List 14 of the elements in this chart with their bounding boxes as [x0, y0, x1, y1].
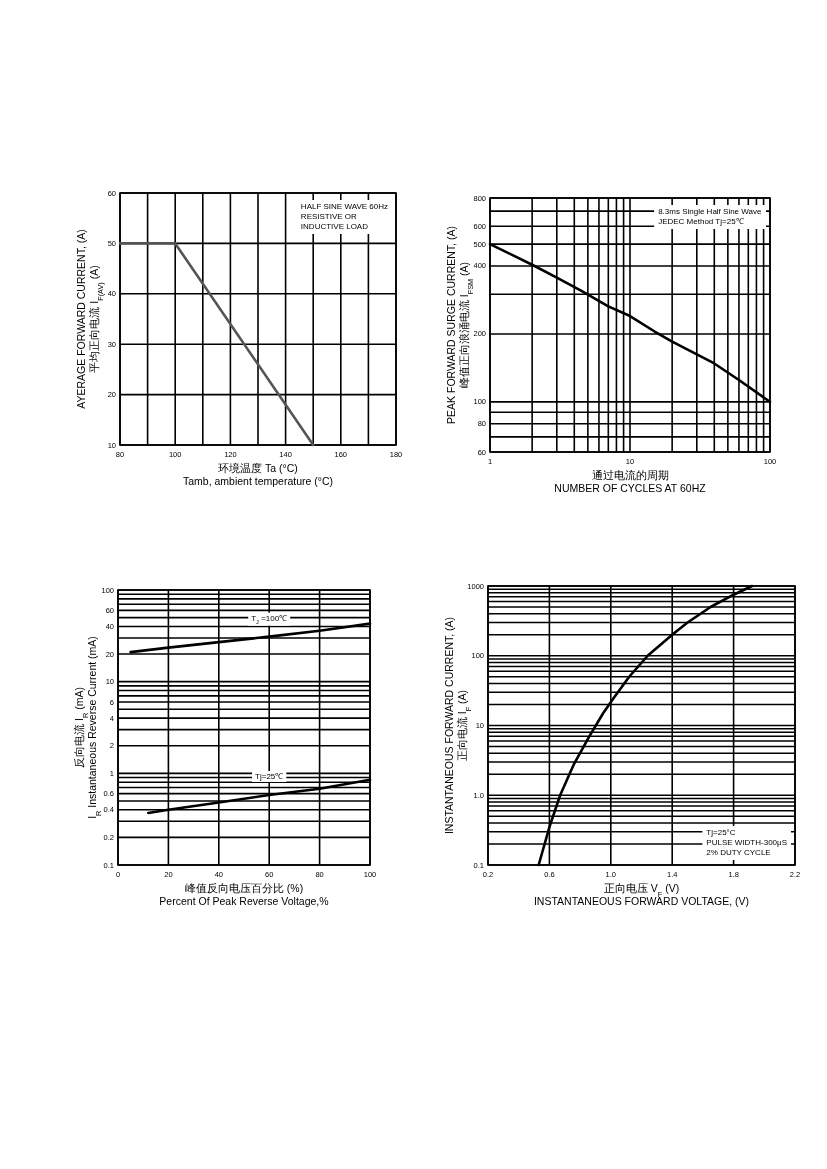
annotation: 2% DUTY CYCLE	[706, 848, 771, 857]
annotation: INDUCTIVE LOAD	[300, 222, 369, 231]
x-axis-title: 环境温度 Ta (°C) Tamb, ambient temperature (°C)	[182, 462, 334, 487]
x-axis-title: 峰值反向电压百分比 (%) Percent Of Peak Reverse Voltage,%	[159, 882, 329, 907]
annotation: Tj=25°C	[706, 828, 736, 837]
series-label: T$_{J}$ =100℃	[251, 613, 288, 625]
series-label: Tj=25℃	[255, 772, 284, 782]
annotation: HALF SINE WAVE 60Hz	[300, 202, 388, 211]
annotation: PULSE WIDTH-300μS	[706, 838, 787, 847]
x-axis-title: 通过电流的周期 NUMBER OF CYCLES AT 60HZ	[554, 469, 707, 494]
x-axis-title: 正向电压 V$_{F}$ (V) INSTANTANEOUS FORWARD VOLTAGE, (V)	[533, 882, 750, 907]
annotation: JEDEC Method Tj=25℃	[658, 217, 744, 226]
annotation: 8.3ms Single Half Sine Wave	[658, 207, 762, 216]
annotation: RESISTIVE OR	[300, 212, 358, 221]
